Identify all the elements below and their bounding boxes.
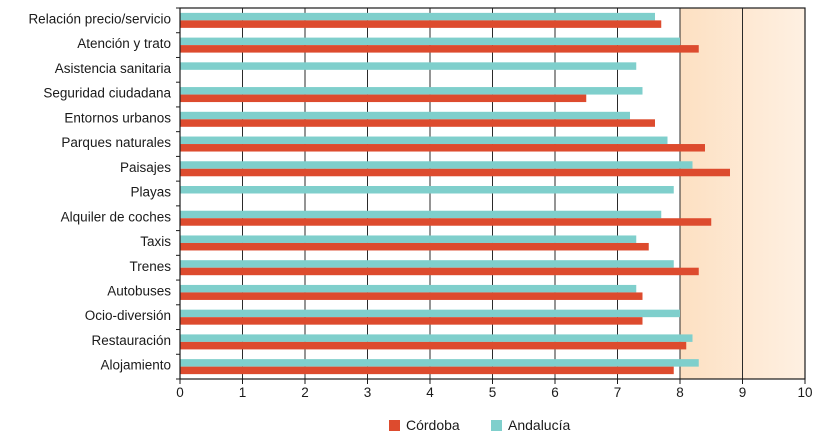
bar-cordoba-8 [180,218,712,226]
bar-andalucia-13 [180,334,693,342]
x-tick-label: 5 [489,385,497,400]
category-label: Trenes [129,259,171,274]
bar-andalucia-12 [180,309,680,318]
category-label: Entornos urbanos [64,110,171,125]
bar-cordoba-12 [180,317,643,325]
category-label: Alojamiento [100,358,171,373]
bar-andalucia-9 [180,235,637,243]
category-label: Parques naturales [61,135,171,150]
legend-swatch [491,420,502,431]
bar-cordoba-14 [180,366,674,375]
legend-swatch [389,420,400,431]
category-label: Seguridad ciudadana [43,86,171,101]
legend: Córdoba Andalucía [389,417,570,433]
bar-andalucia-5 [180,136,668,145]
x-tick-label: 0 [176,385,184,400]
category-label: Relación precio/servicio [28,11,171,26]
bar-andalucia-10 [180,260,674,268]
bar-andalucia-11 [180,284,637,293]
x-tick-label: 3 [364,385,372,400]
bar-andalucia-6 [180,161,693,169]
bar-cordoba-6 [180,168,730,177]
bar-cordoba-4 [180,119,655,127]
bar-cordoba-1 [180,45,699,53]
category-label: Restauración [91,333,171,348]
category-label: Autobuses [107,283,171,298]
legend-label: Córdoba [406,417,460,433]
category-label: Asistencia sanitaria [55,61,172,76]
bars [180,12,730,375]
category-label: Paisajes [120,160,171,175]
bar-andalucia-1 [180,37,680,46]
bar-andalucia-8 [180,210,662,219]
x-axis-ticks: 0 1 2 3 4 5 6 7 8 9 10 [176,379,813,400]
category-label: Ocio-diversión [85,308,171,323]
category-label: Atención y trato [77,36,171,51]
x-tick-label: 4 [426,385,434,400]
bar-andalucia-14 [180,359,699,367]
bar-cordoba-5 [180,144,705,152]
bar-cordoba-11 [180,292,643,300]
x-tick-label: 10 [797,385,812,400]
x-tick-label: 2 [301,385,309,400]
x-tick-label: 7 [614,385,622,400]
x-tick-label: 6 [551,385,559,400]
x-tick-label: 8 [676,385,684,400]
bar-cordoba-10 [180,267,699,276]
bar-cordoba-0 [180,20,662,28]
bar-cordoba-13 [180,341,687,350]
category-label: Taxis [140,234,171,249]
x-tick-label: 9 [739,385,747,400]
bar-andalucia-0 [180,12,655,21]
bar-cordoba-9 [180,242,649,251]
category-labels: Relación precio/servicio Atención y trato… [28,11,171,372]
category-label: Alquiler de coches [61,209,172,224]
bar-andalucia-7 [180,186,674,194]
category-label: Playas [130,185,171,200]
x-tick-label: 1 [239,385,247,400]
bar-andalucia-3 [180,87,643,95]
bar-andalucia-2 [180,62,637,70]
bar-cordoba-3 [180,94,587,103]
legend-label: Andalucía [508,417,570,433]
bar-andalucia-4 [180,111,630,120]
